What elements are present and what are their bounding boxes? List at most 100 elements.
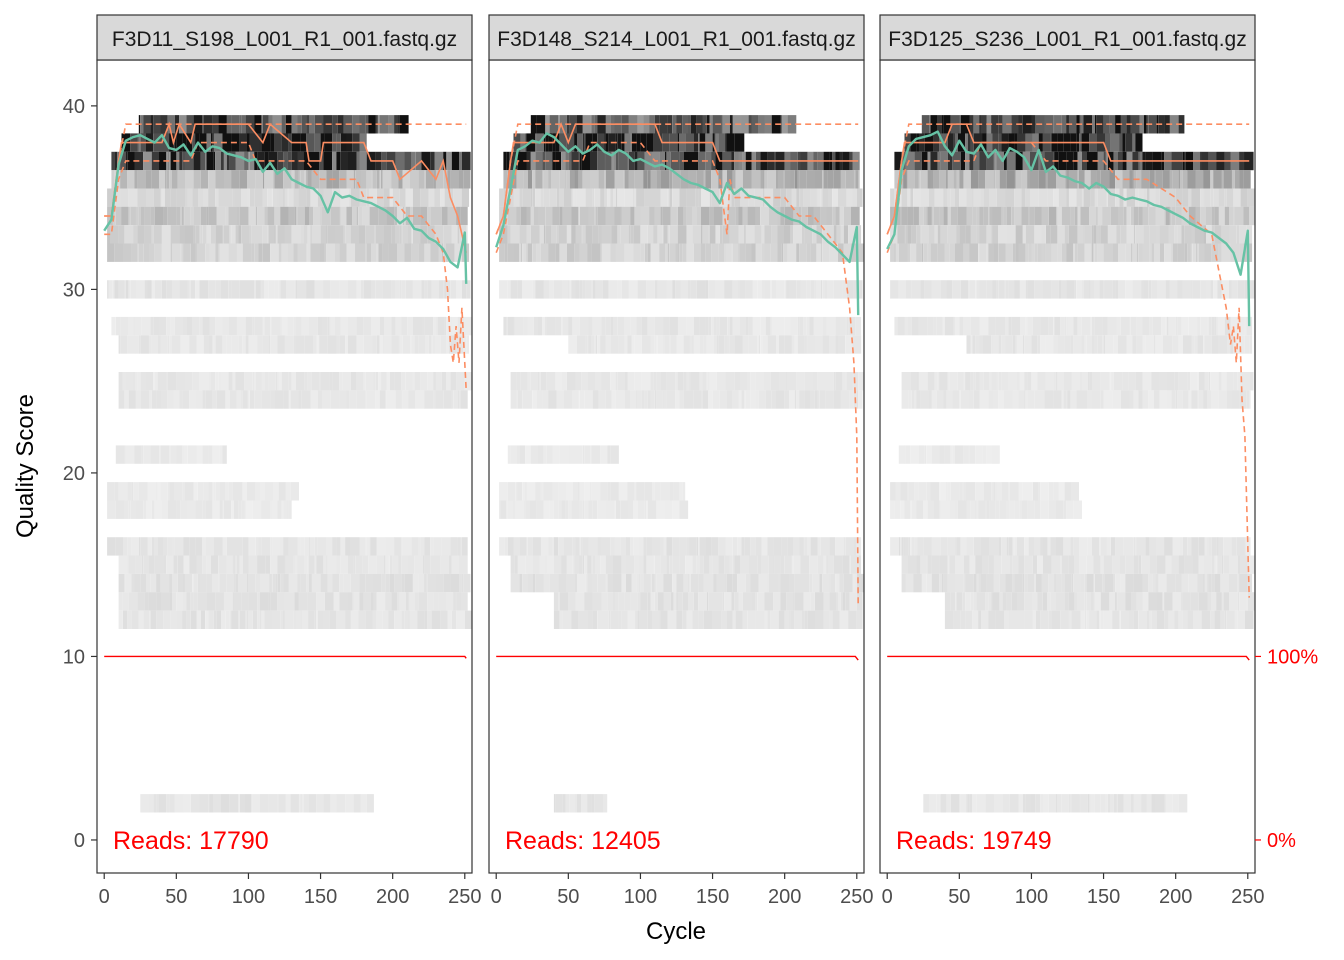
heatmap-cell [1064, 316, 1066, 336]
heatmap-cell [118, 390, 125, 409]
heatmap-cell [268, 592, 270, 611]
heatmap-cell [1112, 280, 1116, 299]
heatmap-cell [579, 243, 588, 262]
heatmap-cell [1230, 316, 1240, 336]
heatmap-cell [558, 482, 567, 501]
heatmap-cell [443, 280, 445, 299]
heatmap-cell [829, 335, 836, 354]
heatmap-cell [215, 316, 223, 336]
x-tick-label: 0 [882, 886, 893, 908]
heatmap-cell [993, 573, 1000, 593]
heatmap-cell [450, 372, 457, 391]
heatmap-cell [1077, 225, 1084, 244]
heatmap-cell [297, 537, 301, 556]
heatmap-cell [826, 555, 828, 574]
heatmap-cell [196, 243, 206, 262]
heatmap-cell [966, 372, 971, 391]
heatmap-cell [323, 188, 333, 207]
heatmap-cell [802, 573, 810, 593]
heatmap-cell [1243, 243, 1250, 262]
heatmap-cell [911, 316, 919, 336]
heatmap-cell [127, 170, 135, 189]
heatmap-cell [776, 390, 785, 409]
heatmap-cell [1045, 170, 1048, 189]
heatmap-cell [248, 390, 250, 409]
heatmap-cell [1080, 794, 1082, 813]
heatmap-cell [1138, 610, 1147, 629]
heatmap-cell [936, 316, 943, 336]
heatmap-cell [633, 243, 641, 262]
heatmap-cell [172, 280, 180, 299]
heatmap-cell [773, 555, 775, 574]
heatmap-cell [943, 188, 945, 207]
heatmap-cell [1081, 316, 1091, 336]
heatmap-cell [166, 170, 170, 189]
heatmap-cell [742, 335, 749, 354]
heatmap-cell [944, 610, 954, 629]
heatmap-cell [620, 500, 628, 519]
heatmap-cell [768, 555, 774, 574]
heatmap-cell [679, 537, 687, 556]
quartile-25-line [495, 141, 859, 606]
heatmap-cell [904, 537, 909, 556]
heatmap-cell [797, 316, 800, 336]
heatmap-cell [738, 390, 742, 409]
heatmap-cell [1229, 225, 1237, 244]
heatmap-cell [510, 555, 515, 574]
heatmap-cell [988, 390, 993, 409]
heatmap-cell [677, 592, 683, 611]
heatmap-cell [264, 316, 271, 336]
heatmap-cell [1080, 390, 1088, 409]
heatmap-cell [634, 206, 641, 226]
heatmap-cell [1194, 335, 1198, 354]
heatmap-cell [595, 555, 600, 574]
heatmap-cell [1086, 573, 1094, 593]
heatmap-cell [153, 794, 157, 813]
heatmap-cell [186, 610, 191, 629]
heatmap-cell [163, 555, 167, 574]
heatmap-cell [268, 225, 275, 244]
heatmap-cell [575, 188, 577, 207]
heatmap-cell [770, 610, 779, 629]
heatmap-cell [1129, 316, 1131, 336]
right-tick-label: 100% [1267, 646, 1318, 668]
x-tick-label: 150 [1087, 886, 1120, 908]
heatmap-cell [727, 335, 730, 354]
heatmap-cell [507, 500, 513, 519]
heatmap-cell [761, 555, 769, 574]
heatmap-cell [137, 170, 147, 189]
heatmap-cell [499, 243, 505, 262]
heatmap-cell [1100, 372, 1110, 391]
heatmap-cell [254, 243, 259, 262]
heatmap-cell [634, 482, 637, 501]
heatmap-cell [125, 280, 129, 299]
heatmap-cell [654, 482, 661, 501]
heatmap-cell [1224, 188, 1227, 207]
heatmap-cell [466, 335, 470, 354]
heatmap-cell [160, 482, 168, 501]
heatmap-cell [972, 206, 977, 226]
heatmap-cell [979, 316, 989, 336]
heatmap-cell [562, 316, 569, 336]
heatmap-cell [1191, 335, 1195, 354]
heatmap-cell [128, 390, 136, 409]
heatmap-cell [1118, 243, 1126, 262]
heatmap-cell [1061, 115, 1066, 134]
heatmap-cell [242, 482, 247, 501]
heatmap-cell [161, 390, 168, 409]
heatmap-cell [183, 133, 187, 152]
heatmap-cell [247, 188, 250, 207]
heatmap-cell [1156, 537, 1165, 556]
heatmap-cell [441, 372, 446, 391]
heatmap-cell [169, 335, 172, 354]
heatmap-cell [283, 610, 285, 629]
x-tick-label: 0 [99, 886, 110, 908]
heatmap-cell [838, 335, 846, 354]
heatmap-cell [402, 170, 410, 189]
heatmap-cell [1084, 225, 1092, 244]
heatmap-cell [842, 555, 850, 574]
heatmap-cell [356, 151, 360, 171]
heatmap-cell [189, 390, 197, 409]
heatmap-cell [855, 316, 862, 336]
heatmap-cell [988, 206, 990, 226]
